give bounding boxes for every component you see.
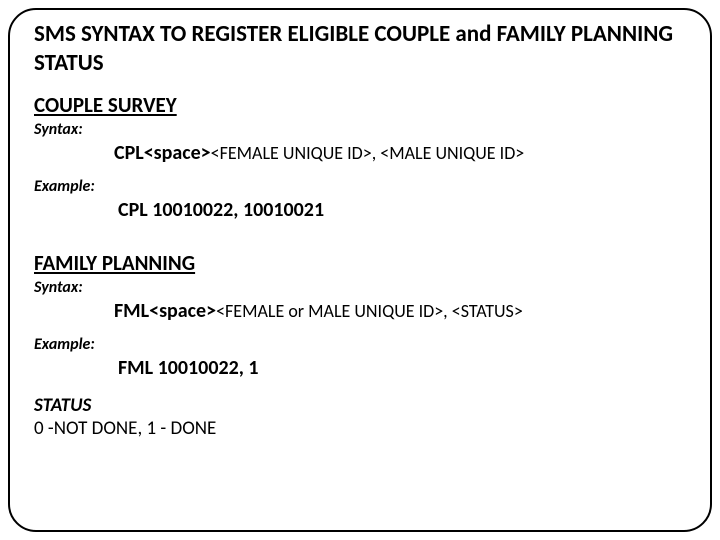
example-value-cpl: CPL 10010022, 10010021	[118, 198, 686, 222]
syntax-command: CPL<space>	[114, 141, 211, 165]
syntax-arguments: <FEMALE UNIQUE ID>, <MALE UNIQUE ID>	[211, 142, 525, 164]
syntax-label: Syntax:	[34, 120, 686, 139]
section-heading-family-planning: FAMILY PLANNING	[34, 250, 686, 276]
syntax-label: Syntax:	[34, 278, 686, 297]
main-title: SMS SYNTAX TO REGISTER ELIGIBLE COUPLE a…	[34, 20, 686, 78]
syntax-line-fml: FML<space><FEMALE or MALE UNIQUE ID>, <S…	[114, 299, 686, 323]
example-value-fml: FML 10010022, 1	[118, 356, 686, 380]
syntax-line-cpl: CPL<space><FEMALE UNIQUE ID>, <MALE UNIQ…	[114, 141, 686, 165]
example-label: Example:	[34, 177, 686, 196]
status-values: 0 -NOT DONE, 1 - DONE	[34, 417, 686, 440]
example-label: Example:	[34, 335, 686, 354]
document-card: SMS SYNTAX TO REGISTER ELIGIBLE COUPLE a…	[8, 8, 712, 532]
syntax-command: FML<space>	[114, 299, 216, 323]
section-heading-couple-survey: COUPLE SURVEY	[34, 92, 686, 118]
syntax-arguments: <FEMALE or MALE UNIQUE ID>, <STATUS>	[216, 300, 523, 322]
status-title: STATUS	[34, 394, 686, 417]
